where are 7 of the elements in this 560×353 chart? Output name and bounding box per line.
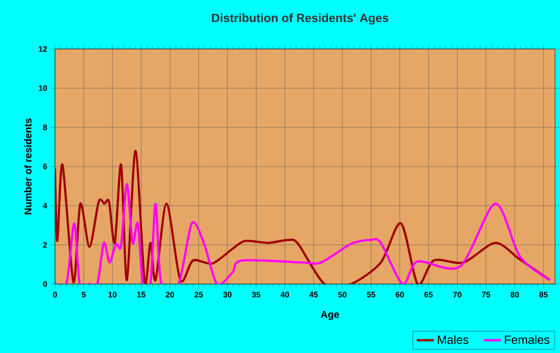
chart-title: Distribution of Residents' Ages — [212, 13, 388, 25]
y-axis-title: Number of residents — [24, 118, 32, 214]
x-axis-title: Age — [320, 311, 340, 320]
legend-label: Females — [504, 335, 550, 344]
line-series — [55, 150, 551, 284]
legend-label: Males — [438, 335, 468, 344]
line-series — [55, 183, 551, 284]
